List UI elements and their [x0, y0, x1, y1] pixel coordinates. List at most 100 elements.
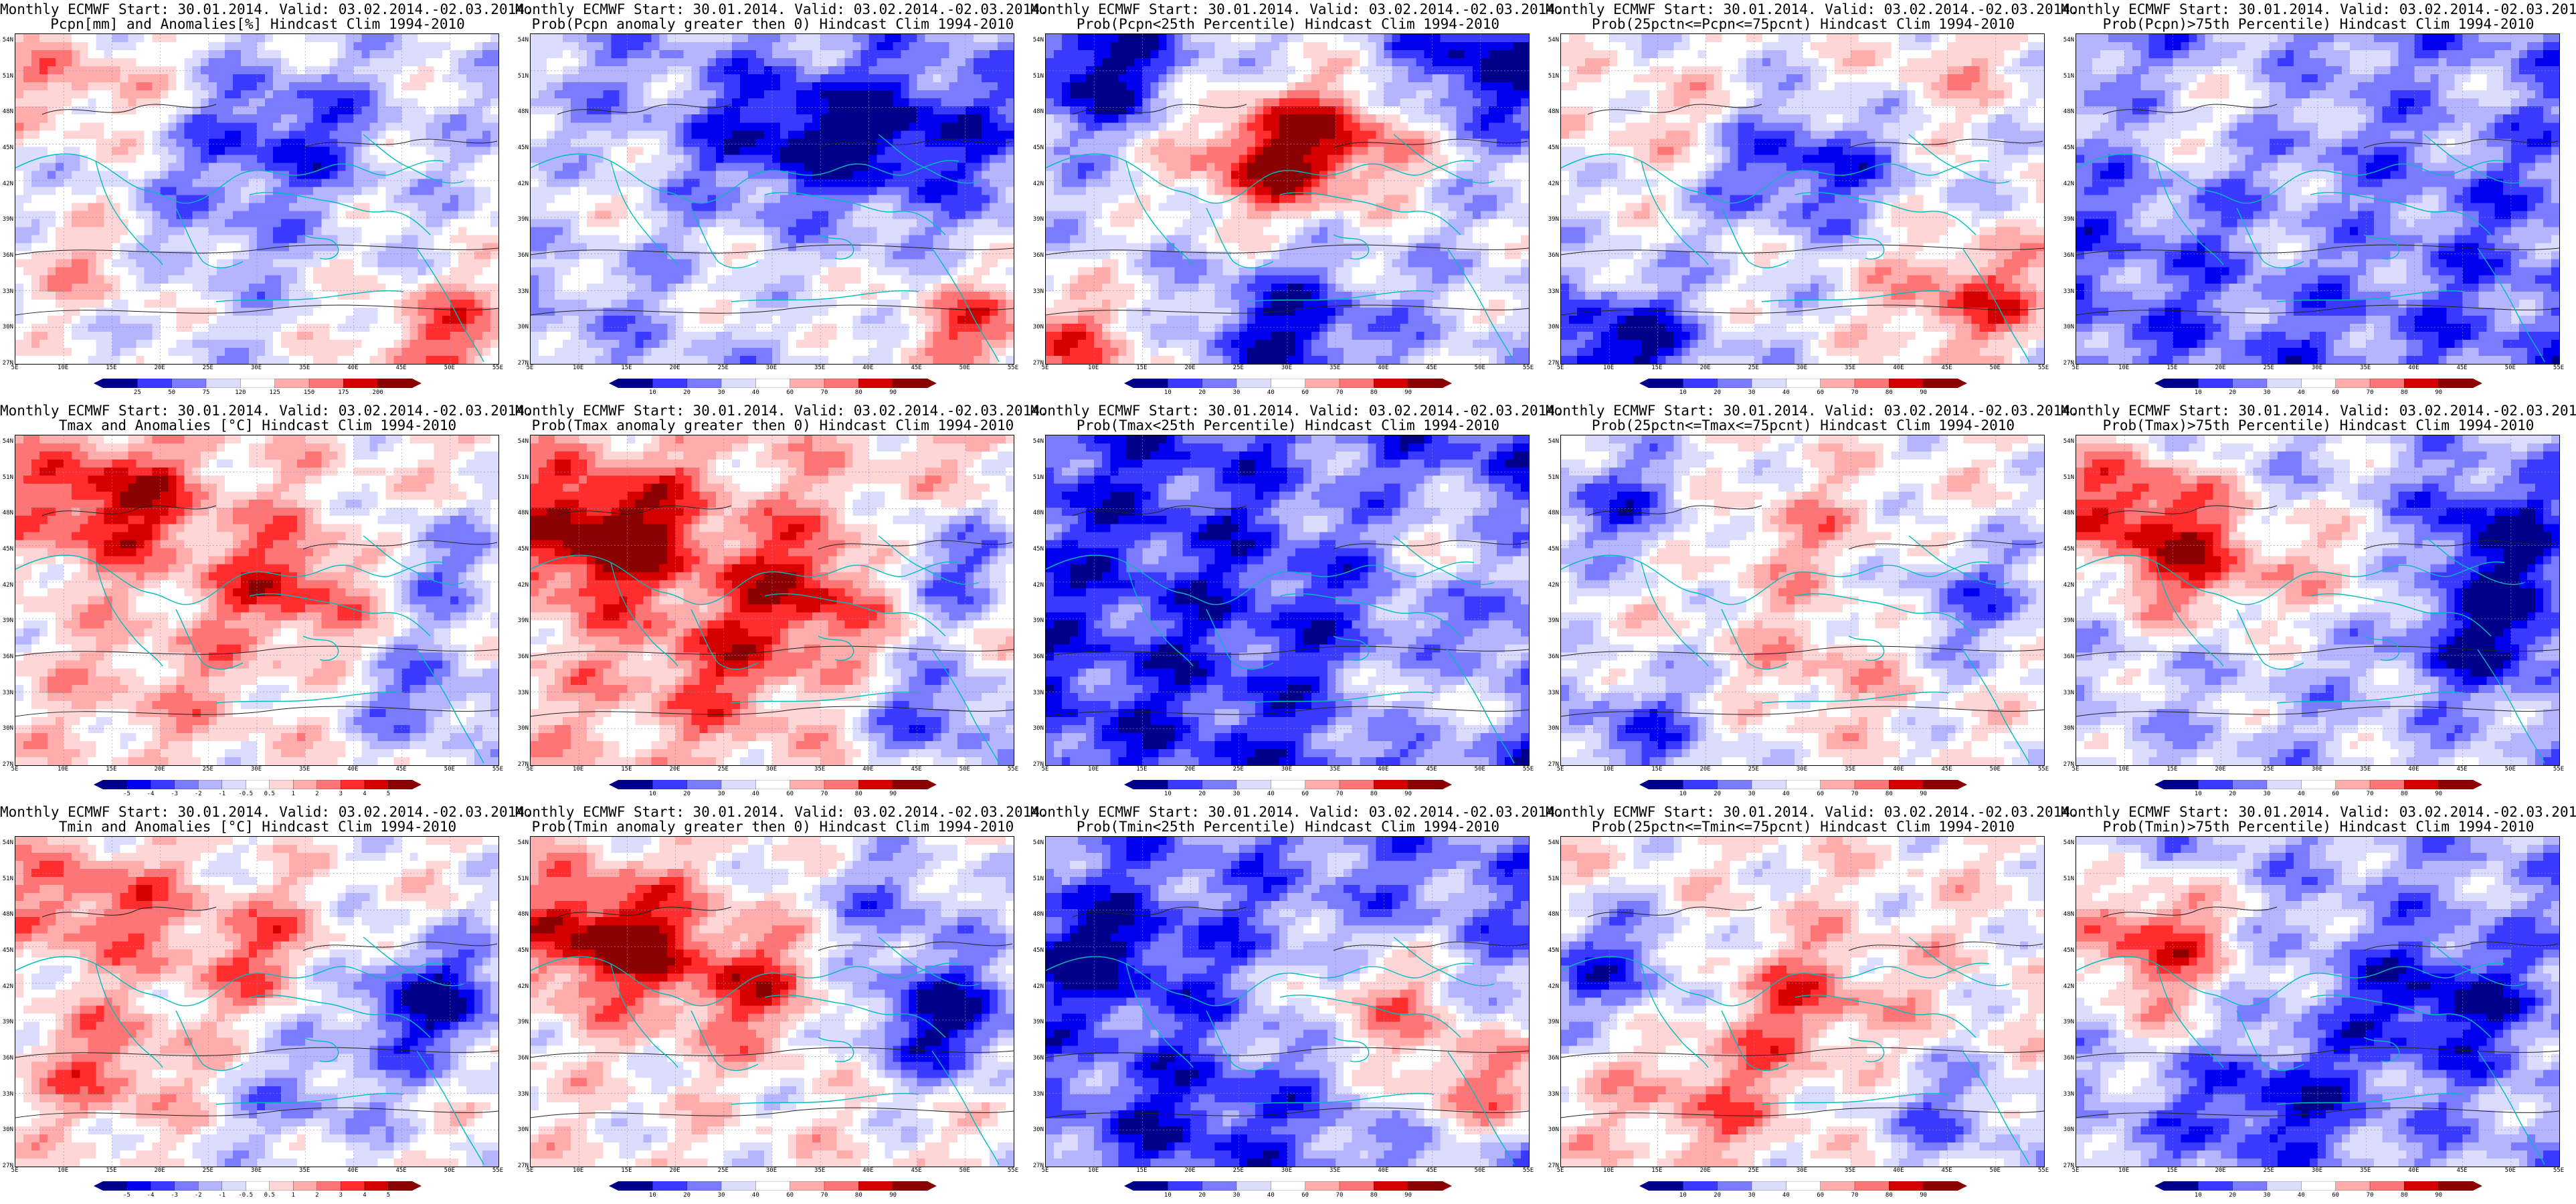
colorbar-tick-label: 70 [2367, 791, 2374, 797]
panel-title: Monthly ECMWF Start: 30.01.2014. Valid: … [1030, 403, 1564, 419]
map-panel: Monthly ECMWF Start: 30.01.2014. Valid: … [515, 0, 1048, 401]
colorbar-tick-label: 80 [855, 1192, 862, 1199]
lon-label: 45E [1941, 365, 1952, 371]
lat-label: 48N [1030, 911, 1045, 918]
lon-label: 30E [766, 766, 777, 773]
lon-label: 50E [1475, 365, 1485, 371]
lat-label: 39N [1546, 216, 1560, 223]
graticule [1561, 435, 2044, 765]
lon-label: 25E [1233, 766, 1244, 773]
colorbar [1124, 378, 1452, 389]
lat-label: 36N [1030, 654, 1045, 660]
graticule [15, 837, 498, 1167]
shaded-field [1561, 837, 2044, 1167]
colorbar-tick-label: 1 [292, 791, 295, 797]
lon-label: 35E [1845, 766, 1855, 773]
lat-label: 30N [0, 1126, 15, 1133]
forecast-map [15, 836, 499, 1167]
lon-label: 20E [154, 365, 165, 371]
lat-label: 30N [515, 1126, 530, 1133]
lon-label: 5E [11, 766, 19, 773]
colorbar-tick-label: 3 [339, 1192, 343, 1199]
lon-label: 20E [1699, 766, 1710, 773]
lat-label: 42N [515, 983, 530, 990]
colorbar-tick-label: 30 [718, 1192, 725, 1199]
lat-label: 51N [1546, 73, 1560, 80]
colorbar-tick-label: 60 [786, 791, 794, 797]
colorbar-tick-label: 10 [1164, 1192, 1172, 1199]
lat-label: 54N [1030, 37, 1045, 43]
colorbar-tick-label: 60 [2332, 389, 2339, 396]
colorbar [1639, 378, 1967, 389]
lat-label: 54N [0, 839, 15, 846]
colorbar-tick-label: 0.5 [264, 1192, 275, 1199]
colorbar-tick-label: 60 [2332, 1192, 2339, 1199]
lat-label: 54N [0, 37, 15, 43]
lon-label: 45E [1426, 766, 1437, 773]
shaded-field [1561, 34, 2044, 364]
lat-label: 27N [0, 761, 15, 768]
forecast-map-svg [1046, 837, 1529, 1167]
forecast-map [530, 435, 1014, 766]
lon-label: 35E [1845, 365, 1855, 371]
contour-lines [1046, 505, 1529, 717]
contour-lines [15, 906, 498, 1118]
colorbar-tick-label: 10 [649, 389, 656, 396]
lon-label: 25E [203, 766, 213, 773]
colorbar-tick-label: -5 [123, 1192, 130, 1199]
lon-label: 20E [669, 365, 680, 371]
lon-label: 40E [2408, 766, 2419, 773]
lat-label: 48N [515, 911, 530, 918]
lat-label: 51N [1030, 73, 1045, 80]
panel-title: Monthly ECMWF Start: 30.01.2014. Valid: … [515, 804, 1048, 820]
lon-label: 35E [1329, 766, 1340, 773]
lat-label: 33N [2061, 288, 2076, 295]
lon-label: 30E [1281, 365, 1292, 371]
colorbar [1124, 779, 1452, 790]
lon-label: 40E [2408, 1167, 2419, 1174]
colorbar-tick-label: 20 [1714, 1192, 1721, 1199]
colorbar-tick-label: 3 [339, 791, 343, 797]
lat-label: 36N [1546, 654, 1560, 660]
map-panel: Monthly ECMWF Start: 30.01.2014. Valid: … [515, 401, 1048, 803]
lat-label: 42N [2061, 983, 2076, 990]
lon-label: 50E [444, 766, 455, 773]
lon-label: 30E [2312, 1167, 2322, 1174]
lat-label: 45N [2061, 546, 2076, 553]
panel-title: Monthly ECMWF Start: 30.01.2014. Valid: … [2061, 1, 2576, 17]
colorbar-tick-label: 10 [649, 791, 656, 797]
lat-label: 48N [515, 108, 530, 115]
lat-label: 27N [515, 761, 530, 768]
lon-label: 50E [444, 1167, 455, 1174]
shaded-field [1046, 34, 1529, 364]
lat-label: 39N [515, 617, 530, 624]
coastlines [1046, 535, 1515, 764]
shaded-field [15, 34, 498, 364]
panel-subtitle: Prob(25pctn<=Tmax<=75pcnt) Hindcast Clim… [1546, 417, 2061, 433]
colorbar-tick-label: 10 [1679, 389, 1687, 396]
colorbar [94, 779, 422, 790]
colorbar-tick-label: 20 [683, 1192, 691, 1199]
lat-label: 45N [2061, 947, 2076, 954]
colorbar-tick-label: 80 [855, 389, 862, 396]
colorbar-tick-label: 20 [2229, 1192, 2236, 1199]
lat-label: 48N [1546, 510, 1560, 516]
colorbar [1639, 779, 1967, 790]
colorbar-tick-label: 4 [363, 791, 366, 797]
lat-label: 39N [2061, 617, 2076, 624]
colorbar-tick-label: 90 [2435, 791, 2442, 797]
lat-label: 30N [0, 725, 15, 732]
lon-label: 30E [2312, 766, 2322, 773]
coastlines [2076, 936, 2545, 1165]
panel-subtitle: Tmax and Anomalies [°C] Hindcast Clim 19… [0, 417, 515, 433]
lon-label: 55E [2038, 1167, 2049, 1174]
lat-label: 42N [0, 181, 15, 187]
lon-label: 25E [1748, 365, 1759, 371]
contour-lines [1561, 104, 2044, 316]
panel-subtitle: Prob(25pctn<=Tmin<=75pcnt) Hindcast Clim… [1546, 819, 2061, 835]
colorbar-tick-label: 40 [1267, 1192, 1275, 1199]
forecast-map-svg [1046, 34, 1529, 364]
lon-label: 10E [1088, 766, 1099, 773]
colorbar-tick-label: 10 [1679, 1192, 1687, 1199]
